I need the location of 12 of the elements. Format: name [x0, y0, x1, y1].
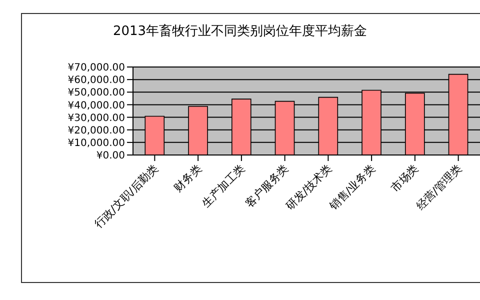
y-tick-label: ¥60,000.00	[68, 75, 125, 86]
y-tick-label: ¥30,000.00	[68, 112, 125, 124]
x-tick-label: 行政/文职/后勤类	[92, 162, 161, 231]
chart-title: 2013年畜牧行业不同类别岗位年度平均薪金	[112, 23, 368, 40]
x-tick-label: 市场类	[388, 162, 422, 194]
x-tick-label: 财务类	[172, 162, 204, 194]
y-tick-label: ¥70,000.00	[68, 62, 125, 74]
y-tick-label: ¥10,000.00	[68, 138, 125, 149]
y-tick-label: ¥0.00	[96, 150, 125, 162]
y-tick-label: ¥50,000.00	[68, 88, 125, 99]
y-tick-label: ¥20,000.00	[68, 125, 125, 136]
y-tick-label: ¥40,000.00	[68, 100, 125, 112]
